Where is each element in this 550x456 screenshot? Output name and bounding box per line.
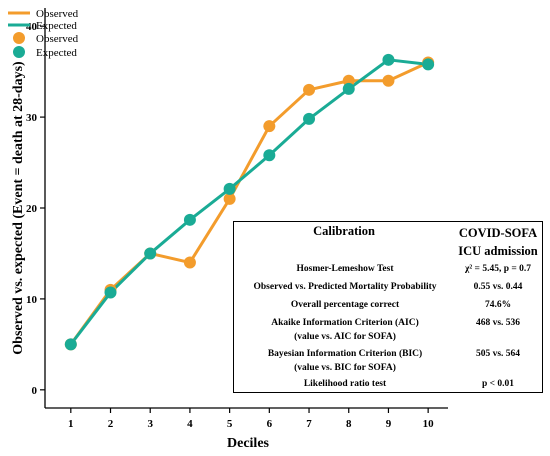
table-header-calibration: Calibration — [313, 224, 375, 238]
row-label-likelihood-ratio: Likelihood ratio test — [303, 379, 387, 389]
y-tick-label: 20 — [26, 203, 38, 215]
x-tick-label: 9 — [386, 418, 392, 430]
expected-point — [104, 286, 117, 299]
expected-point — [422, 58, 435, 71]
expected-point — [342, 82, 355, 95]
expected-series-line — [69, 58, 429, 346]
row-label-aic: Akaike Information Criterion (AIC) — [271, 318, 419, 328]
row-label-overall-percentage: Overall percentage correct — [290, 300, 400, 310]
observed-point — [303, 83, 316, 96]
y-tick-label: 10 — [26, 294, 38, 306]
row-value-overall-percentage: 74.6% — [484, 300, 512, 310]
row-label-observed-predicted: Observed vs. Predicted Mortality Probabi… — [253, 282, 437, 292]
observed-point — [382, 74, 395, 87]
expected-point — [183, 213, 196, 226]
y-tick-label: 30 — [26, 112, 38, 124]
calibration-table: Calibration COVID-SOFA ICU admission Hos… — [233, 221, 543, 393]
expected-point — [223, 182, 236, 195]
row-label-bic: Bayesian Information Criterion (BIC) — [267, 349, 423, 359]
x-tick-label: 10 — [423, 418, 435, 430]
x-tick-label: 1 — [68, 418, 74, 430]
row-label-hosmer-lemeshow: Hosmer-Lemeshow Test — [296, 264, 394, 274]
observed-point — [263, 120, 276, 133]
row-label-aic-note: (value vs. AIC for SOFA) — [294, 332, 396, 342]
y-tick-label: 0 — [32, 385, 38, 397]
y-axis-title: Observed vs. expected (Event = death at … — [11, 61, 26, 355]
legend-observed-label: Observed — [36, 8, 79, 20]
row-value-likelihood-ratio: p < 0.01 — [481, 379, 515, 389]
table-header-covid-sofa: COVID-SOFA ICU admission — [458, 226, 538, 258]
observed-point — [183, 256, 196, 269]
legend-observed-dot-swatch — [13, 32, 25, 44]
row-value-observed-predicted: 0.55 vs. 0.44 — [473, 282, 523, 292]
axes: 0 10 20 30 40 1 2 3 4 5 6 7 8 9 10 — [26, 8, 448, 430]
observed-point — [223, 192, 236, 205]
x-tick-label: 2 — [108, 418, 114, 430]
expected-point — [303, 112, 316, 125]
row-value-hosmer-lemeshow: χ² = 5.45, p = 0.7 — [464, 264, 532, 274]
x-tick-label: 8 — [346, 418, 352, 430]
expected-point — [382, 53, 395, 66]
legend-observed-label: Observed — [36, 33, 79, 45]
legend-expected-label: Expected — [36, 47, 77, 59]
row-value-bic: 505 vs. 564 — [475, 349, 521, 359]
x-tick-label: 7 — [306, 418, 312, 430]
series-layer — [64, 53, 435, 351]
expected-point — [144, 247, 157, 260]
x-tick-label: 6 — [267, 418, 273, 430]
legend-expected-label: Expected — [36, 20, 77, 32]
x-axis-title: Deciles — [227, 436, 270, 451]
y-tick-label: 40 — [26, 21, 38, 33]
expected-point — [64, 338, 77, 351]
row-label-bic-note: (value vs. BIC for SOFA) — [294, 363, 396, 373]
expected-point — [263, 149, 276, 162]
x-tick-label: 4 — [187, 418, 193, 430]
legend-expected-dot-swatch — [13, 46, 25, 58]
row-value-aic: 468 vs. 536 — [475, 318, 521, 328]
x-tick-label: 3 — [147, 418, 153, 430]
x-tick-label: 5 — [227, 418, 233, 430]
